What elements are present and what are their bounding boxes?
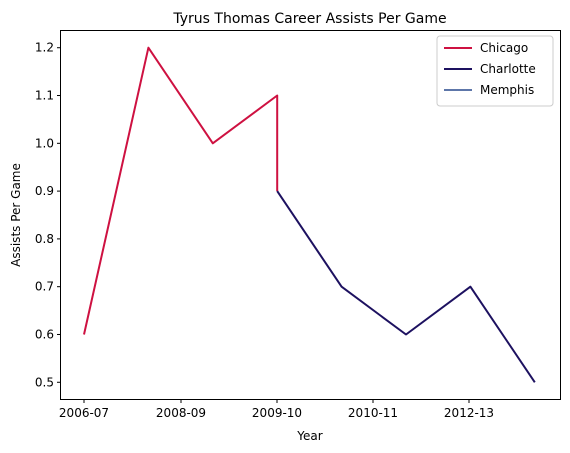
- y-tick-label: 0.6: [35, 327, 54, 341]
- x-tick-label: 2012-13: [444, 406, 494, 420]
- y-tick-label: 0.8: [35, 232, 54, 246]
- x-axis-label: Year: [296, 429, 322, 443]
- chart-title: Tyrus Thomas Career Assists Per Game: [172, 11, 446, 27]
- y-axis: 0.5 0.6 0.7 0.8 0.9 1.0 1.1 1.2: [35, 41, 61, 389]
- legend-box: [436, 35, 554, 107]
- plot-frame: [60, 30, 561, 400]
- plot-lines: [83, 46, 536, 383]
- y-tick-label: 0.9: [35, 184, 54, 198]
- y-tick-label: 1.1: [35, 89, 54, 103]
- y-tick-label: 0.5: [35, 375, 54, 389]
- x-tick-label: 2010-11: [348, 406, 398, 420]
- y-tick-label: 0.7: [35, 280, 54, 294]
- x-tick-label: 2006-07: [59, 406, 109, 420]
- y-axis-label: Assists Per Game: [9, 163, 23, 267]
- legend: Chicago Charlotte Memphis: [436, 35, 554, 107]
- legend-label-charlotte: Charlotte: [480, 62, 536, 76]
- x-tick-label: 2008-09: [156, 406, 206, 420]
- y-tick-label: 1.2: [35, 41, 54, 55]
- x-axis: 2006-07 2008-09 2009-10 2010-11 2012-13: [59, 399, 494, 420]
- legend-label-chicago: Chicago: [480, 41, 528, 55]
- x-tick-label: 2009-10: [252, 406, 302, 420]
- legend-label-memphis: Memphis: [480, 83, 534, 97]
- y-tick-label: 1.0: [35, 136, 54, 150]
- series-line-chicago: [83, 46, 279, 335]
- series-line-charlotte: [276, 190, 536, 383]
